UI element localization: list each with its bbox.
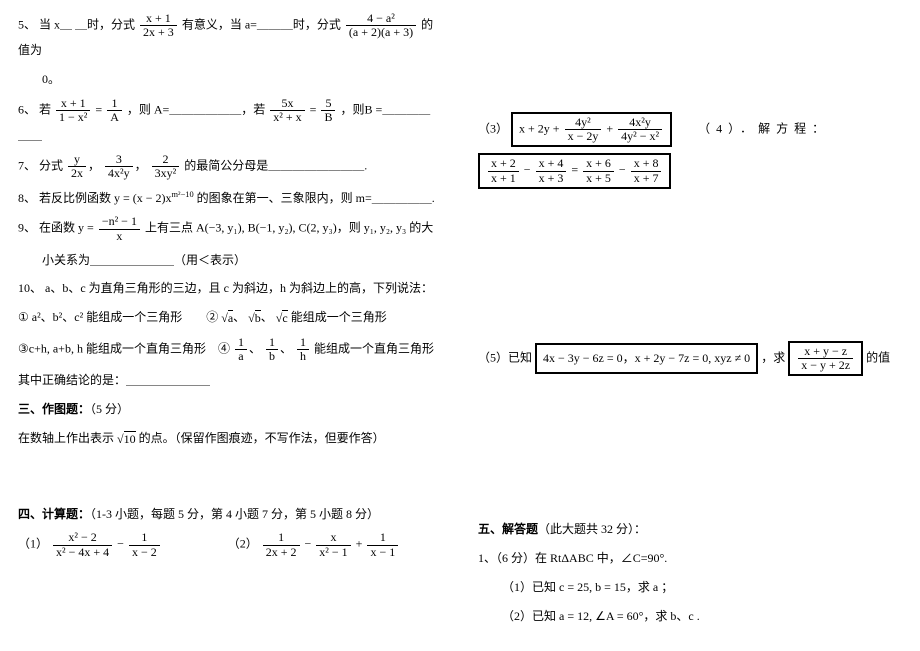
q10-label: 10、 bbox=[18, 281, 42, 295]
q7-b: 的最简公分母是＿＿＿＿＿＿＿＿. bbox=[184, 159, 367, 173]
rq3: （3） x + 2y + 4y²x − 2y + 4x²y4y² − x² （4… bbox=[478, 112, 902, 147]
sec5-head: 五、解答题（此大题共 32 分）： bbox=[478, 518, 902, 541]
sec3-body: 在数轴上作出表示 10 的点。（保留作图痕迹，不写作法，但要作答） bbox=[18, 427, 442, 451]
q5-b: 有意义，当 a=＿＿＿时，分式 bbox=[182, 17, 341, 31]
rq5-ratio: x + y − z x − y + 2z bbox=[788, 341, 863, 376]
q9-frac: −n² − 1 x bbox=[99, 215, 140, 242]
q9-label: 9、 bbox=[18, 221, 36, 235]
sec5-q1c: （2）已知 a = 12, ∠A = 60°，求 b、c . bbox=[502, 605, 902, 628]
q5-frac1: x + 1 2x + 3 bbox=[140, 12, 177, 39]
q10-p1: ① a²、b²、c² 能组成一个三角形 ② a、 b、 c 能组成一个三角形 bbox=[18, 306, 442, 330]
q6-eq2: = bbox=[310, 102, 317, 116]
sec3-head: 三、作图题：（5 分） bbox=[18, 398, 442, 421]
q7-f1: y 2x bbox=[68, 153, 86, 180]
q6-label: 6、 bbox=[18, 102, 36, 116]
q7-f2: 3 4x²y bbox=[105, 153, 133, 180]
rq5: （5）已知 4x − 3y − 6z = 0，x + 2y − 7z = 0, … bbox=[478, 341, 902, 376]
q6-b: ，则 A=＿＿＿＿＿＿，若 bbox=[127, 102, 265, 116]
sqrt10-icon: 10 bbox=[117, 428, 136, 451]
sec4-items: （1） x² − 2x² − 4x + 4 − 1x − 2 （2） 12x +… bbox=[18, 531, 442, 558]
rq5-label: （5）已知 bbox=[478, 350, 532, 364]
rq3-label: （3） bbox=[478, 121, 508, 135]
q5-label: 5、 bbox=[18, 17, 36, 31]
q9-fy: y = bbox=[78, 221, 94, 235]
q8-a: 若反比例函数 y = (x − 2)x bbox=[39, 191, 172, 205]
q9-b: 上有三点 A(−3, y₁), B(−1, y₂), C(2, y₃)，则 y₁… bbox=[145, 221, 433, 235]
q7-a: 分式 bbox=[39, 159, 63, 173]
q8-b: 的图象在第一、三象限内，则 m=＿＿＿＿＿. bbox=[197, 191, 435, 205]
q10-a: 10、 a、b、c 为直角三角形的三边，且 c 为斜边，h 为斜边上的高，下列说… bbox=[18, 277, 442, 300]
q6-a: 若 bbox=[39, 102, 51, 116]
sec5-q1b: （1）已知 c = 25, b = 15，求 a ； bbox=[502, 576, 902, 599]
q7-f3: 2 3xy² bbox=[152, 153, 180, 180]
q6: 6、 若 x + 1 1 − x² = 1 A ，则 A=＿＿＿＿＿＿，若 5x… bbox=[18, 97, 442, 147]
q9-a: 在函数 bbox=[39, 221, 75, 235]
q6-f4: 5 B bbox=[321, 97, 335, 124]
q8-label: 8、 bbox=[18, 191, 36, 205]
rq3-box: x + 2y + 4y²x − 2y + 4x²y4y² − x² bbox=[511, 112, 672, 147]
q6-f2: 1 A bbox=[107, 97, 122, 124]
q7: 7、 分式 y 2x ， 3 4x²y ， 2 3xy² 的最简公分母是＿＿＿＿… bbox=[18, 153, 442, 180]
q6-f3: 5x x² + x bbox=[270, 97, 304, 124]
left-column: 5、 当 x＿ ＿时，分式 x + 1 2x + 3 有意义，当 a=＿＿＿时，… bbox=[0, 0, 460, 651]
sqrt-c-icon: c bbox=[276, 307, 288, 330]
q9: 9、 在函数 y = −n² − 1 x 上有三点 A(−3, y₁), B(−… bbox=[18, 215, 442, 242]
rq3-tail: （4）．解方程： bbox=[698, 121, 830, 135]
q8: 8、 若反比例函数 y = (x − 2)xm²−10 的图象在第一、三象限内，… bbox=[18, 187, 442, 210]
q5-a: 当 x＿ ＿时，分式 bbox=[39, 17, 135, 31]
rq4: x + 2x + 1 − x + 4x + 3 = x + 6x + 5 − x… bbox=[478, 153, 902, 188]
q7-label: 7、 bbox=[18, 159, 36, 173]
q10-p2: ③c+h, a+b, h 能组成一个直角三角形 ④ 1a、 1b、 1h 能组成… bbox=[18, 336, 442, 363]
sec4-head: 四、计算题：（1-3 小题，每题 5 分，第 4 小题 7 分，第 5 小题 8… bbox=[18, 503, 442, 526]
q5-d: 0。 bbox=[42, 68, 442, 91]
q5: 5、 当 x＿ ＿时，分式 x + 1 2x + 3 有意义，当 a=＿＿＿时，… bbox=[18, 12, 442, 62]
right-column: （3） x + 2y + 4y²x − 2y + 4x²y4y² − x² （4… bbox=[460, 0, 920, 651]
q6-f1: x + 1 1 − x² bbox=[56, 97, 90, 124]
sec5-q1a: 1、（6 分）在 RtΔABC 中，∠C=90°. bbox=[478, 547, 902, 570]
sqrt-b-icon: b bbox=[248, 307, 261, 330]
q6-eq1: = bbox=[95, 102, 102, 116]
q9-c: 小关系为＿＿＿＿＿＿＿（用＜表示） bbox=[42, 249, 442, 272]
q8-exp: m²−10 bbox=[172, 190, 194, 199]
q10-conc: 其中正确结论的是：＿＿＿＿＿＿＿ bbox=[18, 369, 442, 392]
rq5-box: 4x − 3y − 6z = 0，x + 2y − 7z = 0, xyz ≠ … bbox=[535, 343, 758, 374]
rq4-box: x + 2x + 1 − x + 4x + 3 = x + 6x + 5 − x… bbox=[478, 153, 671, 188]
q5-frac2: 4 − a² (a + 2)(a + 3) bbox=[346, 12, 416, 39]
sqrt-a-icon: a bbox=[221, 307, 233, 330]
